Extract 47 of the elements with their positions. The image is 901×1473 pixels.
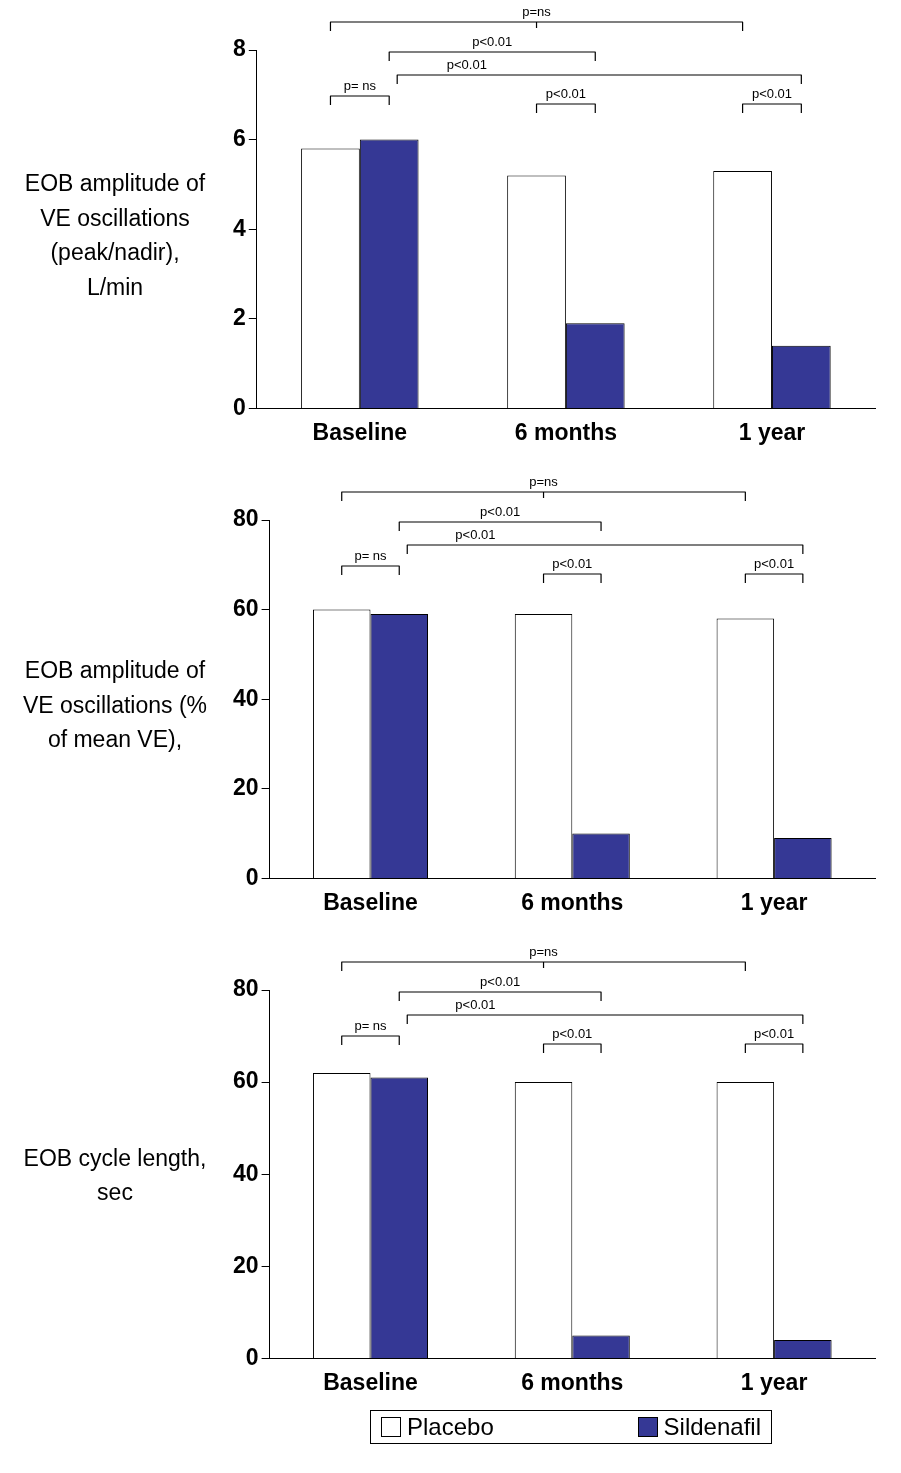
text: Placebo (407, 1413, 494, 1441)
text: p<0.01 (472, 34, 513, 50)
y-tick-label: 20 (232, 1251, 259, 1278)
annotation: p<0.01 (455, 997, 496, 1013)
y-tick-label: 60 (232, 1067, 259, 1094)
annotation: p= ns (343, 78, 377, 94)
y-axis-title: EOB amplitude of VE oscillations (peak/nadir), L/min (23, 169, 207, 302)
x-tick-label: Baseline (323, 1368, 418, 1395)
annotation: p<0.01 (545, 86, 586, 102)
text: p<0.01 (480, 504, 521, 520)
annotation: p<0.01 (754, 1026, 795, 1042)
x-tick-label: 6 months (521, 888, 624, 915)
y-tick-label: 40 (232, 1159, 259, 1186)
text: p=ns (522, 4, 552, 20)
annotation: p<0.01 (446, 57, 487, 73)
y-tick-label: 40 (232, 684, 259, 711)
y-tick-label: 0 (245, 1343, 259, 1370)
y-axis-title: EOB cycle length, sec (22, 1143, 208, 1207)
text: p=ns (529, 474, 559, 490)
annotation: p<0.01 (552, 1026, 593, 1042)
y-tick-label: 60 (232, 594, 259, 621)
y-tick-label: 80 (232, 505, 259, 532)
y-tick-label: 20 (232, 774, 259, 801)
y-tick-label: 0 (232, 393, 246, 420)
legend-label: Sildenafil (663, 1413, 761, 1441)
x-tick-label: 6 months (521, 1368, 624, 1395)
x-tick-label: 1 year (740, 1368, 808, 1395)
y-tick-label: 6 (232, 124, 246, 151)
x-tick-label: 1 year (740, 888, 808, 915)
x-tick-label: Baseline (323, 888, 418, 915)
y-axis-title: EOB amplitude of VE oscillations (% of mean VE), (21, 656, 209, 755)
y-tick-label: 0 (245, 863, 259, 890)
text: p<0.01 (480, 974, 521, 990)
x-tick-label: 6 months (514, 418, 618, 445)
y-tick-label: 4 (232, 214, 246, 241)
x-tick-label: 1 year (738, 418, 806, 445)
text: p=ns (529, 944, 559, 960)
annotation: p= ns (354, 548, 388, 564)
annotation: p= ns (354, 1018, 388, 1034)
annotation: p<0.01 (552, 556, 593, 572)
annotation: p<0.01 (751, 86, 793, 102)
x-tick-label: Baseline (312, 418, 408, 445)
y-tick-label: 2 (232, 304, 246, 331)
annotation: p<0.01 (455, 527, 496, 543)
annotation: p<0.01 (754, 556, 795, 572)
y-tick-label: 8 (232, 35, 246, 62)
y-tick-label: 80 (232, 975, 259, 1002)
